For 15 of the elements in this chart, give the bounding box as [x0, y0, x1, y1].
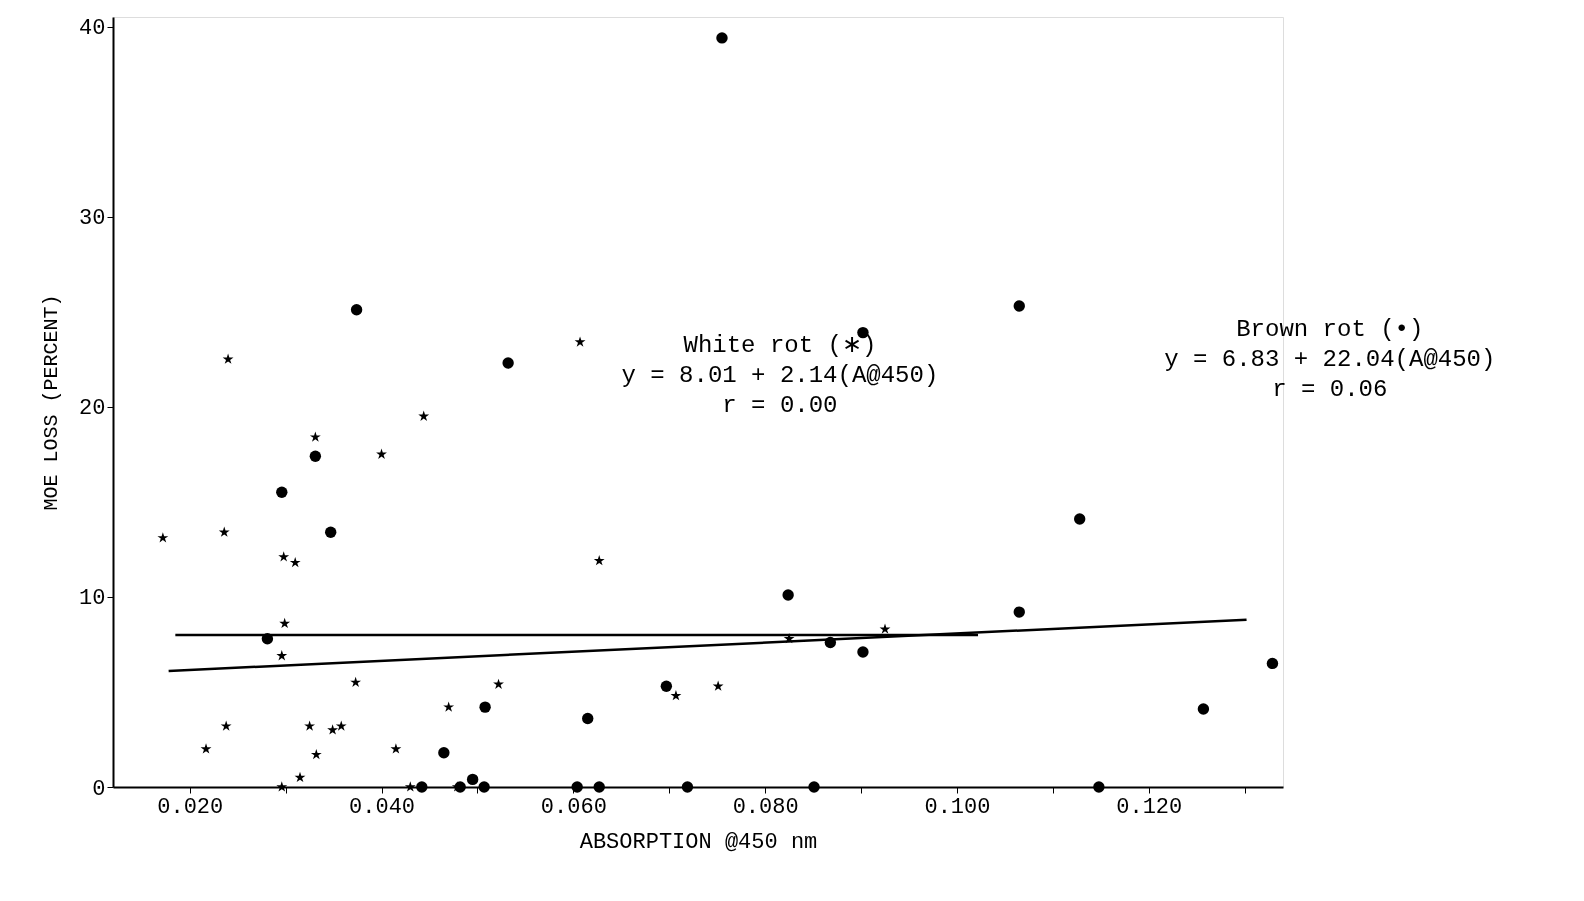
- y-tick-label: 20: [79, 396, 106, 422]
- y-axis-title: MOE LOSS (PERCENT): [40, 294, 64, 511]
- annotation: Brown rot (•) y = 6.83 + 22.04(A@450) r = 0.06: [1164, 316, 1496, 404]
- x-tick-label: 0.040: [349, 794, 416, 820]
- y-tick-label: 0: [92, 776, 106, 802]
- y-tick-label: 10: [79, 586, 106, 612]
- x-tick-label: 0.020: [157, 794, 224, 820]
- y-tick-label: 30: [79, 206, 106, 232]
- x-tick-label: 0.120: [1116, 794, 1183, 820]
- y-tick-label: 40: [79, 16, 106, 42]
- x-axis-title: ABSORPTION @450 nm: [579, 829, 818, 855]
- x-tick-label: 0.100: [924, 794, 991, 820]
- x-tick-label: 0.080: [732, 794, 799, 820]
- x-tick-label: 0.060: [540, 794, 607, 820]
- annotation: White rot (∗) y = 8.01 + 2.14(A@450) r = 0.00: [621, 331, 939, 419]
